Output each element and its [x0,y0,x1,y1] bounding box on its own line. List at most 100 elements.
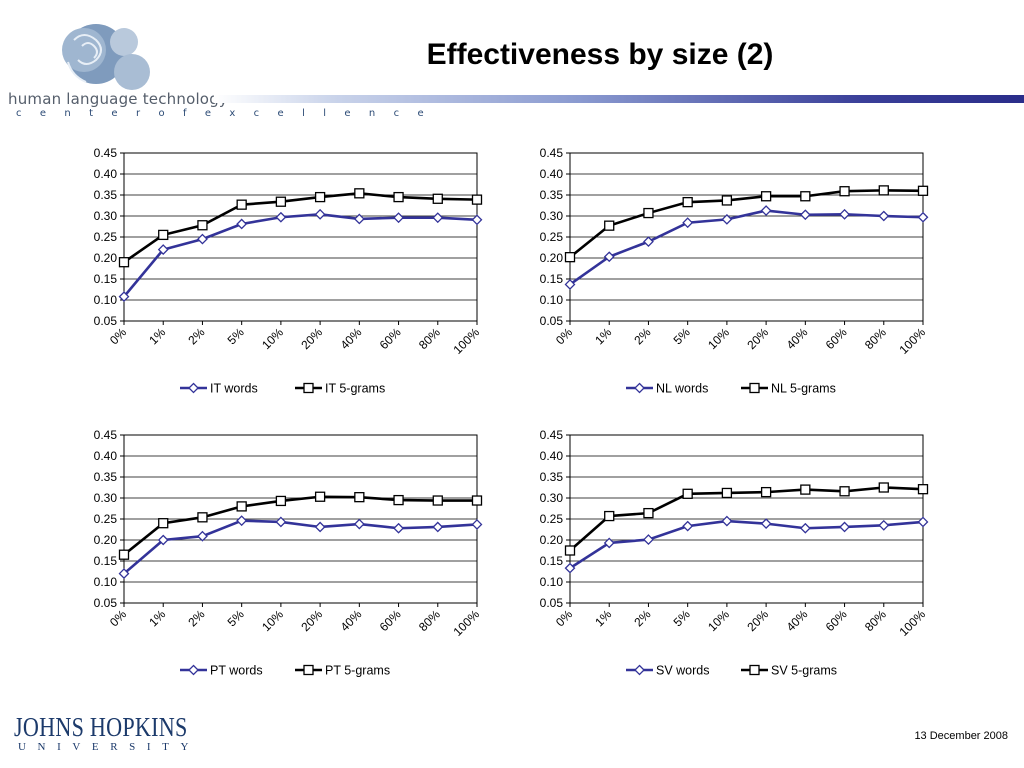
data-point-diamond [564,562,576,574]
legend-label: SV 5-grams [771,664,837,678]
data-point-square [432,193,443,204]
x-tick-label: 1% [592,607,614,629]
y-tick-label: 0.20 [540,533,564,547]
y-tick-label: 0.15 [94,272,118,286]
y-tick-label: 0.10 [94,575,118,589]
x-tick-label: 5% [225,607,247,629]
data-point-square [275,495,287,507]
data-point-diamond [236,515,248,527]
x-tick-label: 1% [146,325,168,347]
data-point-square [471,194,483,205]
data-point-diamond [799,209,811,221]
y-tick-label: 0.05 [540,314,564,328]
y-tick-label: 0.35 [94,188,118,202]
x-tick-label: 10% [705,325,732,352]
data-point-diamond [643,534,654,545]
series-line-1 [569,486,924,552]
y-tick-label: 0.15 [540,554,564,568]
data-point-diamond [314,208,326,220]
data-point-square [800,484,811,495]
legend-marker-square [749,664,760,676]
x-tick-label: 1% [146,607,168,629]
data-point-diamond [760,205,772,216]
data-point-diamond [643,236,654,248]
data-point-diamond [393,212,404,224]
university-logo-text: JOHNS HOPKINS [14,712,188,742]
data-point-diamond [393,522,404,534]
y-tick-label: 0.10 [540,293,564,307]
data-point-diamond [353,518,365,530]
y-tick-label: 0.40 [94,167,118,181]
y-tick-label: 0.20 [540,251,564,265]
x-tick-label: 60% [377,607,404,634]
hlt-logo [62,24,150,90]
legend-label: IT words [210,382,258,396]
x-tick-label: 2% [185,607,207,629]
data-point-square [471,495,483,506]
x-tick-label: 40% [338,607,365,634]
data-point-diamond [760,518,772,530]
university-logo-subtext: UNIVERSITY [18,741,200,753]
legend-label: PT 5-grams [325,664,390,678]
series-line-1 [123,192,478,264]
legend-marker-diamond [634,664,645,676]
y-tick-label: 0.30 [540,491,564,505]
data-point-diamond [603,251,615,263]
y-tick-label: 0.05 [540,596,564,610]
series-line-0 [123,213,478,298]
x-tick-label: 40% [784,325,811,352]
legend-marker-square [749,382,760,394]
data-point-square [354,188,365,199]
data-point-square [393,191,404,203]
y-tick-label: 0.35 [540,188,564,202]
y-tick-label: 0.15 [540,272,564,286]
data-point-diamond [878,210,890,222]
data-point-square [432,495,443,506]
data-point-square [158,518,169,529]
data-point-diamond [157,244,169,256]
data-point-square [197,220,208,231]
x-tick-label: 20% [744,607,771,634]
logo-subtext: c e n t e r o f e x c e l l e n c e [16,108,432,119]
data-point-diamond [275,211,287,223]
x-tick-label: 1% [592,325,614,347]
x-tick-label: 100% [897,607,929,639]
y-tick-label: 0.25 [540,230,564,244]
data-point-diamond [353,213,365,225]
x-tick-label: 80% [862,325,889,352]
y-tick-label: 0.20 [94,251,118,265]
logo-head-icon [62,24,150,90]
data-point-square [643,207,654,219]
y-tick-label: 0.40 [94,449,118,463]
chart-sv: 0.05 0.10 0.15 0.20 0.25 0.30 0.35 0.40 0.45 0% 1%… [540,428,929,678]
x-tick-label: 100% [451,607,483,639]
y-tick-label: 0.45 [94,428,118,442]
x-tick-label: 40% [338,325,365,352]
y-tick-label: 0.40 [540,167,564,181]
series-line-0 [569,519,924,570]
data-point-diamond [682,217,694,229]
data-point-square [275,196,287,207]
chart-nl: 0.05 0.10 0.15 0.20 0.25 0.30 0.35 0.40 0.45 0% 1%… [540,146,929,396]
data-point-square [839,186,850,197]
data-point-diamond [275,516,287,528]
y-tick-label: 0.45 [94,146,118,160]
data-point-square [839,486,850,497]
x-tick-label: 60% [823,325,850,352]
data-point-diamond [471,214,483,226]
title-rule [214,95,1024,103]
data-point-diamond [603,537,615,549]
data-point-diamond [839,521,850,533]
y-tick-label: 0.15 [94,554,118,568]
data-point-square [643,507,654,519]
y-tick-label: 0.30 [94,491,118,505]
x-tick-label: 5% [671,607,693,629]
data-point-square [158,229,169,241]
y-tick-label: 0.25 [540,512,564,526]
slide-date: 13 December 2008 [914,730,1008,742]
x-tick-label: 2% [631,325,653,347]
data-point-square [564,252,576,263]
legend-label: NL 5-grams [771,382,836,396]
y-tick-label: 0.45 [540,146,564,160]
data-point-diamond [917,516,929,528]
